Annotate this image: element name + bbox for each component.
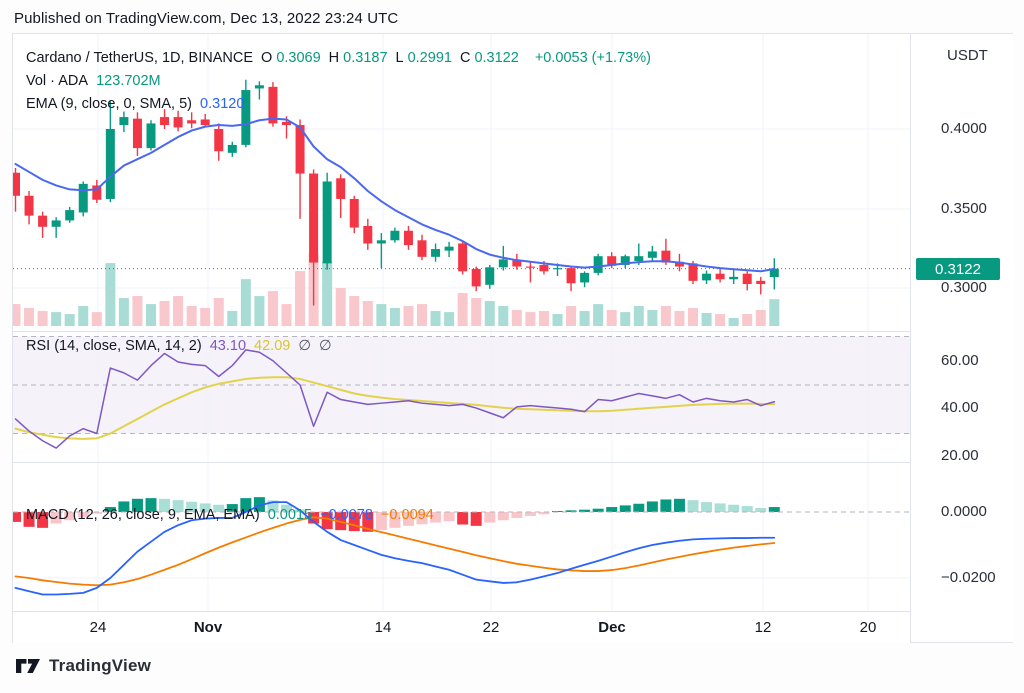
ema-legend: EMA (9, close, 0, SMA, 5) 0.3120 — [26, 96, 248, 112]
time-axis[interactable]: 24 Nov 14 22 Dec 12 20 — [13, 611, 910, 643]
time-tick-Dec: Dec — [598, 619, 626, 636]
rsi-empty-1: ∅ — [298, 338, 312, 354]
macd-chart-canvas[interactable] — [13, 463, 910, 612]
footer-brand-text: TradingView — [49, 656, 152, 675]
price-axis-column[interactable]: USDT 0.4000 0.3500 0.3000 60.00 40.00 20.00 0.… — [910, 34, 1013, 642]
last-price-tag: 0.3122 — [916, 258, 1000, 280]
ema-value: 0.3120 — [200, 96, 245, 112]
ema-label: EMA (9, close, 0, SMA, 5) — [26, 96, 192, 112]
axis-tick-20.00: 20.00 — [941, 447, 979, 464]
ohlc-c: C 0.3122 — [459, 50, 519, 66]
symbol-title: Cardano / TetherUS, 1D, BINANCE — [26, 50, 253, 66]
rsi-label: RSI (14, close, SMA, 14, 2) — [26, 338, 202, 354]
axis-tick-0.3500: 0.3500 — [941, 200, 987, 217]
axis-tick-60.00: 60.00 — [941, 352, 979, 369]
axis-tick-0.3000: 0.3000 — [941, 279, 987, 296]
ohlc-l: L 0.2991 — [395, 50, 452, 66]
macd-legend: MACD (12, 26, close, 9, EMA, EMA) 0.0015… — [26, 507, 438, 523]
axis-tick-0.0000: 0.0000 — [941, 503, 987, 520]
macd-signal-value: −0.0094 — [380, 507, 434, 523]
price-pane[interactable] — [13, 34, 910, 331]
time-tick-24: 24 — [89, 619, 107, 636]
ohlc-h: H 0.3187 — [328, 50, 388, 66]
axis-tick-40.00: 40.00 — [941, 399, 979, 416]
chart-container: Cardano / TetherUS, 1D, BINANCE O 0.3069 H… — [12, 33, 1013, 643]
published-header: Published on TradingView.com, Dec 13, 20… — [14, 10, 399, 27]
macd-pane[interactable] — [13, 462, 910, 612]
rsi-pane[interactable] — [13, 331, 910, 463]
ohlc-values: O 0.3069 H 0.3187 L 0.2991 C 0.3122 — [261, 50, 527, 66]
volume-label: Vol · ADA — [26, 73, 89, 89]
macd-label: MACD (12, 26, close, 9, EMA, EMA) — [26, 507, 260, 523]
last-price-tag-value: 0.3122 — [935, 260, 981, 278]
rsi-chart-canvas[interactable] — [13, 332, 910, 463]
volume-legend: Vol · ADA 123.702M — [26, 73, 165, 89]
time-tick-22: 22 — [482, 619, 500, 636]
change-value: +0.0053 (+1.73%) — [534, 50, 651, 66]
footer-brand[interactable]: TradingView — [16, 656, 151, 676]
volume-value: 123.702M — [96, 73, 161, 89]
rsi-legend: RSI (14, close, SMA, 14, 2) 43.10 42.09 … — [26, 338, 336, 354]
rsi-sma-value: 42.09 — [254, 338, 291, 354]
time-tick-20: 20 — [859, 619, 877, 636]
rsi-empty-2: ∅ — [319, 338, 332, 354]
macd-line-value: −0.0078 — [320, 507, 373, 523]
time-tick-12: 12 — [754, 619, 772, 636]
currency-label: USDT — [947, 47, 988, 64]
axis-tick-−0.0200: −0.0200 — [941, 569, 996, 586]
time-tick-14: 14 — [374, 619, 392, 636]
axis-tick-0.4000: 0.4000 — [941, 120, 987, 137]
symbol-legend: Cardano / TetherUS, 1D, BINANCE O 0.3069 H… — [26, 50, 655, 66]
ohlc-o: O 0.3069 — [261, 50, 321, 66]
rsi-value: 43.10 — [209, 338, 247, 354]
tradingview-logo-icon — [16, 658, 40, 673]
time-tick-Nov: Nov — [193, 619, 223, 636]
price-chart-canvas[interactable] — [13, 34, 910, 331]
macd-hist-value: 0.0015 — [267, 507, 313, 523]
